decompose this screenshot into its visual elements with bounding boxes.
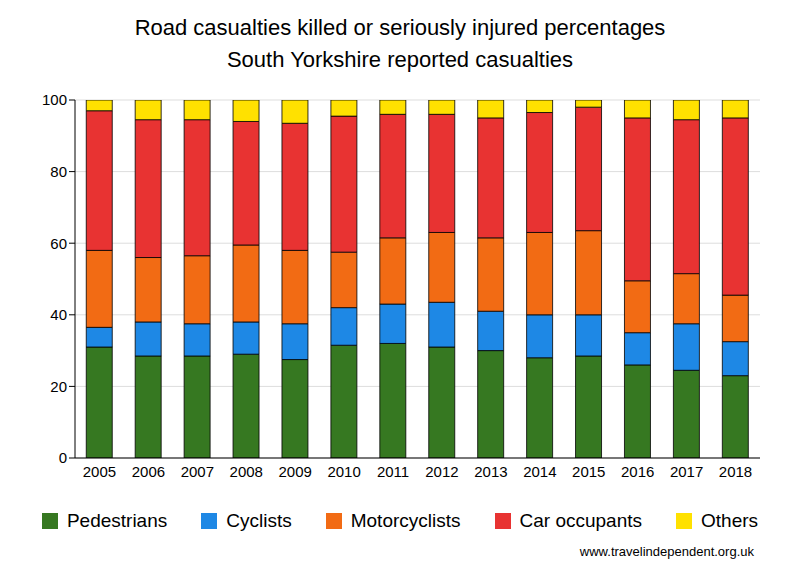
svg-text:60: 60 [50, 235, 67, 252]
html-text:Pedestrians: Pedestrians [66, 510, 168, 531]
svg-text:2018: 2018 [719, 463, 752, 480]
html-text:www.travelindependent.org.uk: www.travelindependent.org.uk [579, 544, 754, 559]
svg-text:2011: 2011 [377, 463, 409, 480]
svg-text:2008: 2008 [230, 463, 263, 480]
svg-text:2006: 2006 [132, 463, 165, 480]
svg-text:20: 20 [50, 378, 67, 395]
html-text:Road casualties killed or seri: Road casualties killed or seriously inju… [134, 15, 666, 40]
svg-text:2012: 2012 [425, 463, 458, 480]
svg-text:2016: 2016 [621, 463, 654, 480]
svg-text:80: 80 [50, 163, 67, 180]
svg-text:40: 40 [50, 306, 67, 323]
html-text:Car occupants: Car occupants [519, 510, 642, 531]
svg-text:2013: 2013 [474, 463, 507, 480]
svg-text:2007: 2007 [181, 463, 214, 480]
svg-text:2005: 2005 [83, 463, 116, 480]
svg-text:2017: 2017 [670, 463, 703, 480]
svg-text:100: 100 [42, 91, 67, 108]
svg-text:2009: 2009 [278, 463, 311, 480]
html-text:Others: Others [701, 510, 759, 531]
html-text:South Yorkshire reported casua: South Yorkshire reported casualties [226, 47, 573, 72]
html-text:Motorcyclists: Motorcyclists [350, 510, 461, 531]
svg-text:2014: 2014 [523, 463, 556, 480]
svg-text:0: 0 [59, 449, 67, 466]
svg-text:2010: 2010 [327, 463, 360, 480]
html-text:Cyclists: Cyclists [226, 510, 292, 531]
svg-text:2015: 2015 [572, 463, 605, 480]
